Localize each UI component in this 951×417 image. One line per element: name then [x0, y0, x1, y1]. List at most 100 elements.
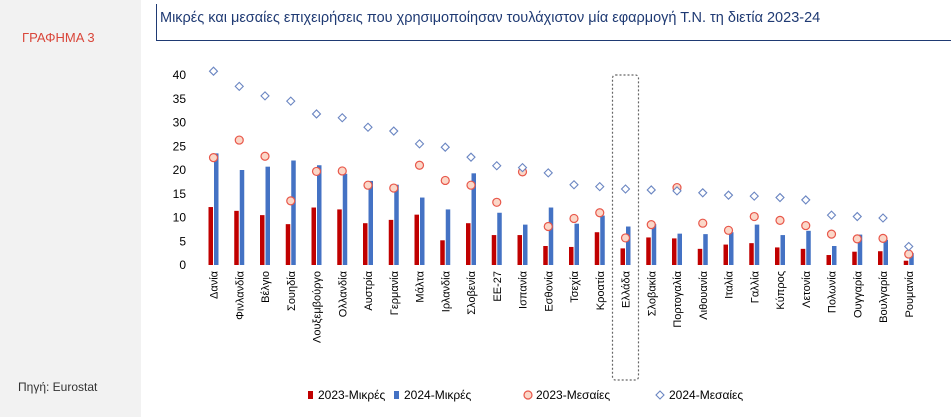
- bar-2024-small: [317, 165, 322, 265]
- bar-2023-small: [260, 215, 265, 265]
- marker-2023-medium: [260, 151, 270, 161]
- marker-2024-medium: [569, 179, 579, 190]
- marker-2024-medium: [723, 190, 734, 200]
- marker-2023-medium: [801, 220, 811, 231]
- x-category-label: Γερμανία: [389, 270, 401, 315]
- legend-swatch-2024-small: [394, 391, 399, 399]
- bar-2024-small: [677, 233, 682, 265]
- marker-2024-medium: [285, 96, 296, 106]
- bar-2024-small: [471, 173, 476, 265]
- legend-swatch-2024-medium: [655, 390, 665, 400]
- bar-2024-small: [754, 224, 760, 265]
- bar-2024-small: [239, 170, 245, 265]
- x-category-label: Λουξεμβούργο: [312, 271, 324, 343]
- bar-2024-small: [523, 224, 528, 265]
- marker-2023-medium: [775, 215, 785, 225]
- bar-2023-small: [466, 223, 471, 265]
- bar-2024-small: [626, 226, 631, 265]
- marker-2023-medium: [311, 166, 322, 177]
- x-category-label: Κύπρος: [775, 271, 787, 310]
- marker-2024-medium: [363, 122, 373, 133]
- marker-2024-medium: [697, 188, 708, 198]
- marker-2024-medium: [234, 81, 245, 92]
- x-category-label: Σλοβενία: [466, 270, 478, 314]
- marker-2024-medium: [672, 186, 682, 196]
- bar-2024-small: [368, 180, 373, 265]
- marker-2023-medium: [698, 218, 708, 228]
- legend-swatch-2023-small: [308, 391, 313, 399]
- x-category-label: Κροατία: [595, 270, 607, 310]
- bar-2023-small: [903, 260, 909, 265]
- marker-2023-medium: [723, 225, 734, 235]
- bar-2024-small: [574, 223, 579, 265]
- x-category-label: Βέλγιο: [260, 271, 272, 303]
- marker-2024-medium: [491, 160, 502, 171]
- source-note: Πηγή: Eurostat: [18, 380, 98, 394]
- bar-2024-small: [214, 153, 219, 265]
- chart-title: Μικρές και μεσαίες επιχειρήσεις που χρησ…: [160, 10, 821, 26]
- marker-2024-medium: [903, 241, 914, 252]
- marker-2024-medium: [466, 152, 476, 162]
- bar-2024-small: [909, 253, 914, 265]
- marker-2024-medium: [337, 112, 348, 123]
- bar-2024-small: [780, 235, 785, 265]
- y-tick-label: 5: [179, 234, 186, 248]
- y-tick-label: 15: [173, 187, 187, 201]
- marker-2024-medium: [594, 181, 605, 192]
- bar-2023-small: [826, 255, 831, 265]
- bar-2023-small: [775, 247, 780, 265]
- bar-2024-small: [497, 212, 502, 265]
- x-category-label: Βουλγαρία: [878, 270, 890, 323]
- bar-2023-small: [878, 251, 883, 265]
- marker-2024-medium: [208, 66, 219, 76]
- bar-2023-small: [697, 248, 703, 265]
- bar-2024-small: [445, 209, 451, 265]
- marker-2023-medium: [826, 229, 837, 239]
- marker-2024-medium: [414, 139, 425, 149]
- bar-2023-small: [646, 237, 651, 265]
- marker-2023-medium: [440, 175, 450, 186]
- bar-2023-small: [363, 223, 368, 265]
- marker-2023-medium: [646, 220, 656, 230]
- legend-label-2023-medium: 2023-Μεσαίες: [536, 388, 610, 402]
- bar-2023-small: [440, 240, 445, 265]
- bar-2024-small: [548, 207, 554, 265]
- marker-2023-medium: [363, 180, 373, 190]
- bar-2023-small: [285, 224, 291, 265]
- x-category-label: Ρουμανία: [904, 270, 916, 317]
- marker-2023-medium: [904, 249, 914, 259]
- marker-2023-medium: [414, 160, 425, 170]
- x-category-label: Ιταλία: [724, 270, 736, 299]
- bar-2024-small: [265, 166, 270, 265]
- marker-2024-medium: [543, 168, 554, 178]
- bar-2024-small: [600, 215, 605, 265]
- y-tick-label: 10: [173, 211, 187, 225]
- left-panel: ΓΡΑΦΗΜΑ 3 Πηγή: Eurostat: [0, 0, 141, 417]
- bar-2023-small: [852, 251, 857, 265]
- marker-2023-medium: [208, 153, 219, 163]
- marker-2023-medium: [492, 197, 502, 207]
- legend-swatch-2023-medium: [523, 390, 533, 400]
- bar-2024-small: [342, 173, 348, 265]
- x-category-label: Γαλλία: [749, 270, 761, 303]
- marker-2023-medium: [569, 213, 579, 224]
- marker-2024-medium: [260, 91, 270, 101]
- x-category-label: Εσθονία: [543, 270, 555, 311]
- marker-2023-medium: [234, 135, 244, 145]
- marker-2024-medium: [517, 162, 528, 173]
- marker-2023-medium: [620, 233, 631, 243]
- marker-2023-medium: [337, 166, 347, 176]
- marker-2024-medium: [878, 213, 888, 223]
- x-category-label: Ουγγαρία: [852, 270, 864, 318]
- bar-2023-small: [388, 219, 394, 265]
- x-category-label: Αυστρία: [363, 270, 375, 310]
- bar-2023-small: [620, 248, 625, 265]
- legend-label-2023-small: 2023-Μικρές: [318, 388, 386, 402]
- marker-2023-medium: [543, 221, 553, 232]
- marker-2023-medium: [878, 233, 888, 243]
- bar-2023-small: [594, 232, 600, 265]
- bar-2024-small: [703, 234, 708, 265]
- y-tick-label: 40: [173, 68, 187, 82]
- marker-2024-medium: [852, 211, 863, 222]
- bar-2023-small: [234, 210, 239, 265]
